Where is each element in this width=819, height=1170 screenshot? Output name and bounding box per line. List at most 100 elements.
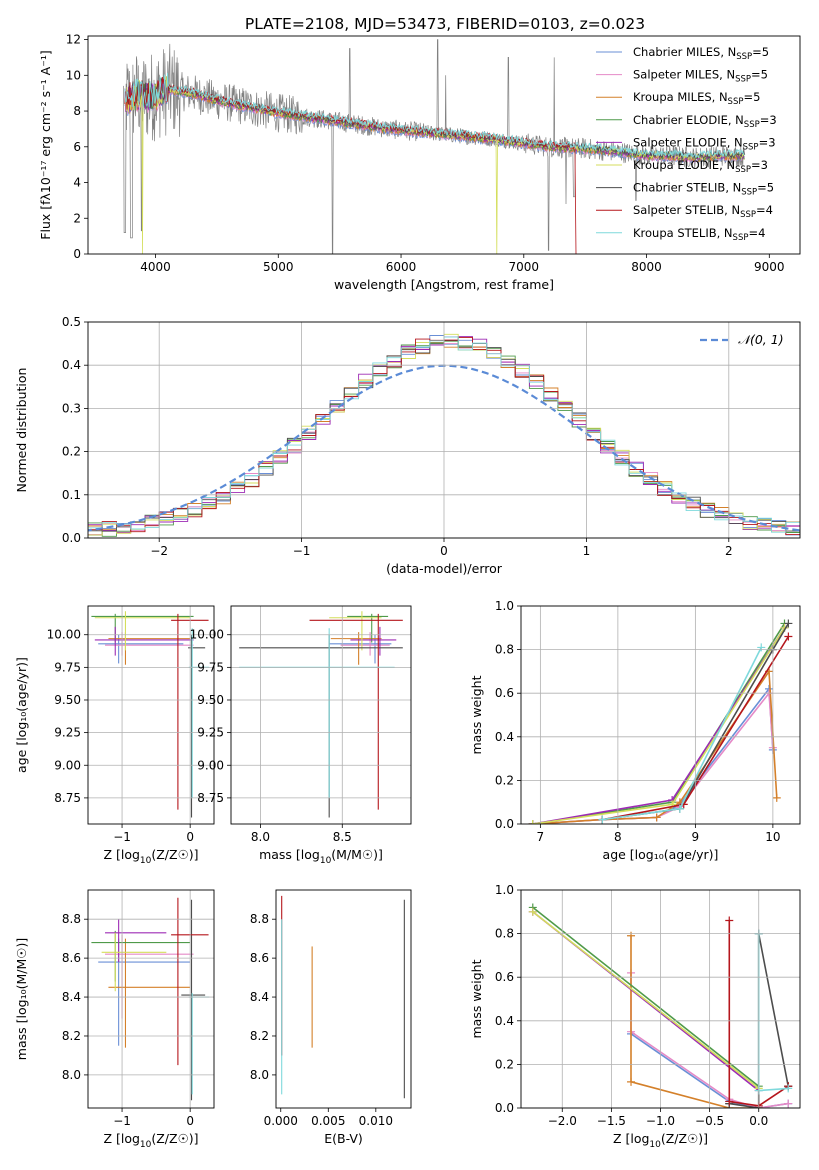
legend-label-name: Salpeter MILES, N	[633, 68, 735, 82]
y-tick-label: 10.00	[47, 628, 81, 642]
x-tick-label: 5000	[263, 260, 294, 274]
mass-weight-marker	[725, 916, 734, 925]
errorbar-point	[105, 919, 167, 963]
mass-weight-marker	[757, 643, 766, 652]
y-tick-label: 0.8	[495, 643, 514, 657]
y-tick-label: 8.8	[250, 912, 269, 926]
legend-label-name: Chabrier ELODIE, N	[633, 113, 744, 127]
legend-label: Salpeter STELIB, NSSP=4	[633, 203, 773, 220]
x-tick-label: 0.0	[749, 1114, 768, 1128]
legend-label-suffix: =5	[743, 90, 760, 104]
x-axis-label-part: (Z/Z☉)]	[151, 1131, 198, 1146]
axes-frame	[520, 605, 801, 825]
x-tick-label: 8.0	[251, 830, 270, 844]
errorbar-point	[340, 632, 390, 656]
y-tick-label: 9.25	[54, 726, 81, 740]
mass-weight-marker	[784, 1084, 793, 1093]
x-axis-label: wavelength [Angstrom, rest frame]	[334, 277, 554, 292]
legend-label: Salpeter ELODIE, NSSP=3	[633, 135, 776, 152]
x-tick-label: −1.5	[597, 1114, 626, 1128]
errorbar-point	[94, 626, 194, 656]
mass-weight-marker	[598, 815, 607, 824]
mass-weight-line	[728, 920, 789, 1107]
legend-label-name: Kroupa STELIB, N	[633, 226, 733, 240]
mass-weight-marker	[528, 820, 537, 824]
y-tick-label: 9.00	[54, 758, 81, 772]
x-tick-label: 8.5	[333, 830, 352, 844]
y-tick-label: 0.4	[495, 730, 514, 744]
mass_vs_ebv-plot-area	[281, 895, 405, 1099]
errorbar-point	[329, 611, 382, 651]
legend-label-name: Kroupa MILES, N	[633, 90, 728, 104]
y-tick-label: 0.1	[62, 488, 81, 502]
legend-entry: Chabrier ELODIE, NSSP=3	[596, 113, 777, 130]
x-tick-label: 0.000	[264, 1114, 298, 1128]
errorbar-point	[101, 932, 167, 992]
x-axis-label: Z [log10(Z/Z☉)]	[103, 1131, 198, 1150]
y-axis-label: Flux [fλ10⁻¹⁷ erg cm⁻² s⁻¹ A⁻¹]	[38, 50, 53, 239]
mass-weight-line	[532, 627, 786, 824]
mass-weight-marker	[528, 907, 537, 916]
age_vs_mass-plot-area	[239, 611, 403, 818]
legend-label-name: Chabrier STELIB, N	[633, 181, 741, 195]
x-axis-label-part: Z [log	[613, 1131, 649, 1146]
model-spectrum-line	[124, 78, 745, 161]
x-tick-label: 7	[537, 830, 545, 844]
errorbar-point	[94, 611, 191, 651]
y-tick-label: 9.75	[54, 660, 81, 674]
y-axis-label: Normed distribution	[14, 368, 29, 493]
x-tick-label: 4000	[140, 260, 171, 274]
mass_vs_Z-plot-area	[91, 897, 210, 1101]
legend-label: Kroupa ELODIE, NSSP=3	[633, 158, 768, 175]
legend-label: 𝒩(0, 1)	[738, 332, 784, 347]
mass-weight-line	[532, 906, 760, 1087]
legend-label-sub: SSP	[735, 75, 751, 85]
y-tick-label: 0.2	[495, 1057, 514, 1071]
mass-weight-line	[532, 911, 760, 1090]
y-tick-label: 8.0	[62, 1068, 81, 1082]
y-tick-label: 8.75	[54, 791, 81, 805]
x-tick-label: 0.005	[311, 1114, 345, 1128]
x-axis-label-part: Z [log	[103, 1131, 139, 1146]
x-tick-label: −1	[113, 1114, 131, 1128]
mass-weight-line	[532, 627, 786, 824]
y-tick-label: 1.0	[495, 599, 514, 613]
x-tick-label: 8	[614, 830, 622, 844]
x-axis-label: E(B-V)	[324, 1131, 363, 1146]
errorbar-point	[188, 993, 210, 1095]
weight_vs_age-axes: 7 8 9 10 0.0 0.2 0.4 0.6 0.8 1.0 age [log₁₀(age/yr…	[469, 599, 801, 862]
legend-label-suffix: =3	[760, 113, 777, 127]
age_vs_Z-plot-area	[91, 611, 210, 818]
y-axis-label: mass [log₁₀(M/M☉)]	[14, 938, 29, 1060]
y-tick-label: 9.50	[197, 693, 224, 707]
y-tick-label: 8.6	[250, 951, 269, 965]
legend-label: Chabrier STELIB, NSSP=5	[633, 181, 774, 198]
x-tick-label: 6000	[386, 260, 417, 274]
axes-frame	[230, 605, 412, 825]
mass-weight-marker	[772, 793, 781, 802]
legend-entry: Chabrier STELIB, NSSP=5	[596, 181, 774, 198]
errorbar-point	[347, 613, 389, 643]
axes-frame	[87, 605, 215, 825]
axes-frame	[87, 321, 801, 539]
model-spectrum-line	[124, 72, 745, 159]
legend-entry: Salpeter MILES, NSSP=5	[596, 68, 768, 85]
legend-label-sub: SSP	[741, 188, 757, 198]
legend-label: Chabrier MILES, NSSP=5	[633, 45, 769, 62]
y-tick-label: 10.00	[190, 628, 224, 642]
x-axis-label-sub: 10	[140, 1140, 152, 1150]
mass-weight-marker	[627, 931, 636, 940]
legend-label-sub: SSP	[735, 165, 751, 175]
x-tick-label: 0	[440, 544, 448, 558]
errorbar-point	[188, 628, 210, 798]
errorbar-point	[350, 626, 397, 656]
legend-label-suffix: =4	[756, 203, 773, 217]
x-tick-label: −1.0	[646, 1114, 675, 1128]
x-axis-label-part: Z [log	[103, 847, 139, 862]
axes-frame	[87, 35, 801, 255]
x-axis-label-part: (Z/Z☉)]	[661, 1131, 708, 1146]
y-tick-label: 8	[73, 104, 81, 118]
mass-weight-marker	[652, 813, 661, 822]
x-tick-label: 1	[583, 544, 591, 558]
